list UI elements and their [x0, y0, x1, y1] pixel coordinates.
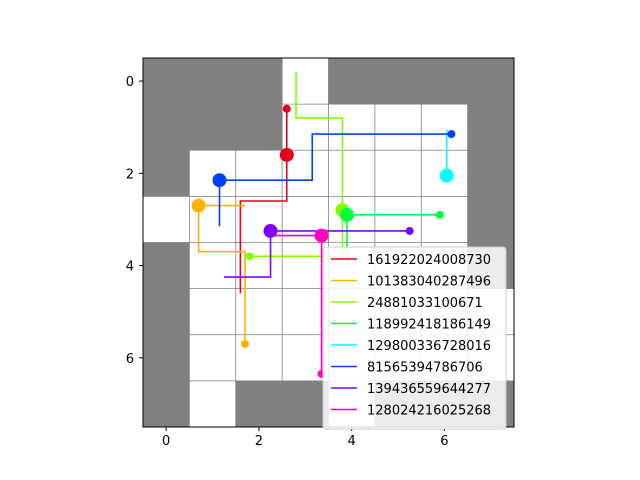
wall-cell	[143, 288, 190, 335]
wall-cell	[189, 104, 236, 151]
wall-cell	[143, 58, 190, 105]
wall-cell	[235, 380, 283, 427]
agent-marker-128024216025268	[314, 228, 329, 243]
legend-label: 128024216025268	[367, 404, 491, 419]
goal-marker-101383040287496	[241, 339, 250, 348]
legend-label: 139436559644277	[367, 382, 491, 397]
free-cell	[421, 104, 468, 151]
free-cell	[189, 334, 236, 381]
y-tick-label: 6	[126, 352, 134, 367]
legend-label: 118992418186149	[367, 318, 491, 333]
wall-cell	[143, 334, 190, 381]
wall-cell	[143, 104, 190, 151]
series-markers	[191, 104, 456, 378]
goal-marker-24881033100671	[245, 252, 254, 261]
wall-cell	[143, 380, 190, 427]
free-cell	[282, 58, 329, 105]
series-paths	[197, 71, 452, 374]
free-cell	[374, 104, 422, 151]
legend-box	[322, 246, 507, 430]
free-cell	[235, 150, 283, 197]
agent-marker-81565394786706	[212, 173, 227, 188]
agent-marker-101383040287496	[191, 198, 206, 213]
free-cell	[189, 288, 236, 335]
wall-cell	[467, 104, 514, 151]
wall-cell	[143, 242, 190, 289]
free-cell	[235, 288, 283, 335]
free-cell	[235, 242, 283, 289]
legend-label: 81565394786706	[367, 361, 483, 376]
agent-marker-161922024008730	[279, 147, 294, 162]
wall-cell	[189, 58, 236, 105]
y-tick-label: 0	[126, 75, 134, 90]
free-cell	[143, 196, 190, 243]
x-tick-label: 4	[348, 434, 356, 449]
wall-cell	[467, 196, 514, 243]
agent-marker-118992418186149	[340, 207, 355, 222]
legend-label: 161922024008730	[367, 253, 491, 268]
agent-marker-139436559644277	[263, 223, 278, 238]
x-tick-label: 6	[440, 434, 448, 449]
x-tick-label: 0	[162, 434, 170, 449]
series-path-24881033100671	[249, 71, 344, 258]
wall-cell	[467, 58, 514, 105]
legend-label: 129800336728016	[367, 339, 491, 354]
wall-cell	[235, 58, 283, 105]
wall-cell	[467, 150, 514, 197]
legend: 161922024008730 101383040287496 2488103310…	[322, 246, 507, 430]
legend-label: 24881033100671	[367, 296, 483, 311]
goal-marker-139436559644277	[405, 226, 414, 235]
free-cell	[328, 150, 375, 197]
free-cell	[374, 150, 422, 197]
wall-cell	[282, 380, 329, 427]
free-cell	[421, 196, 468, 243]
series-path-101383040287496	[197, 204, 246, 344]
agent-marker-129800336728016	[439, 168, 454, 183]
y-tick-label: 4	[126, 260, 134, 275]
wall-cell	[421, 58, 468, 105]
free-cell	[282, 104, 329, 151]
goal-marker-118992418186149	[435, 210, 444, 219]
series-path-139436559644277	[224, 230, 410, 278]
free-cell	[189, 380, 236, 427]
legend-label: 101383040287496	[367, 275, 491, 290]
free-cell	[328, 104, 375, 151]
free-cell	[374, 196, 422, 243]
x-tick-label: 2	[255, 434, 263, 449]
series-path-81565394786706	[218, 133, 452, 227]
y-tick-label: 2	[126, 167, 134, 182]
wall-cell	[328, 58, 375, 105]
goal-marker-81565394786706	[447, 130, 456, 139]
wall-cell	[235, 104, 283, 151]
free-cell	[189, 242, 236, 289]
free-cell	[189, 150, 236, 197]
wall-cell	[143, 150, 190, 197]
wall-cell	[374, 58, 422, 105]
gridlines	[143, 58, 514, 427]
goal-marker-161922024008730	[282, 104, 291, 113]
